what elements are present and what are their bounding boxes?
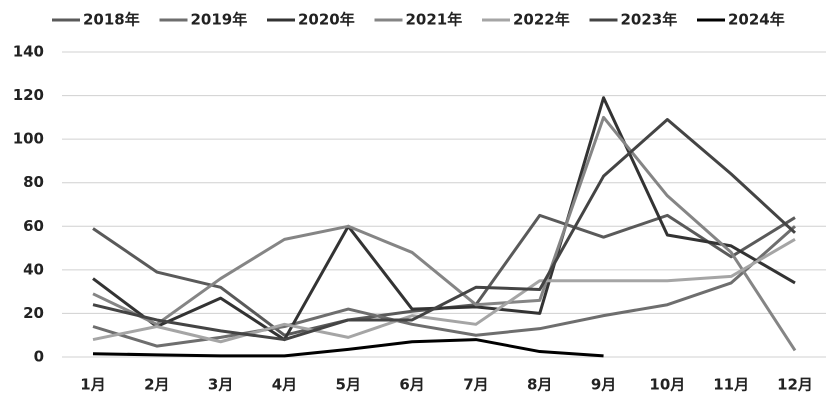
series-line bbox=[92, 213, 796, 337]
x-tick-label: 9月 bbox=[591, 376, 616, 394]
series-line bbox=[92, 118, 797, 342]
series-line bbox=[92, 96, 796, 342]
x-tick-label: 5月 bbox=[336, 376, 361, 394]
y-tick-label: 20 bbox=[23, 304, 44, 322]
x-tick-label: 6月 bbox=[399, 376, 424, 394]
y-tick-label: 40 bbox=[23, 260, 44, 278]
y-tick-label: 140 bbox=[13, 43, 44, 61]
x-tick-label: 7月 bbox=[463, 376, 488, 394]
x-tick-label: 3月 bbox=[208, 376, 233, 394]
legend-label: 2022年 bbox=[513, 11, 570, 29]
y-tick-label: 0 bbox=[34, 348, 44, 366]
x-tick-label: 2月 bbox=[144, 376, 169, 394]
legend-label: 2021年 bbox=[406, 11, 463, 29]
legend-label: 2020年 bbox=[298, 11, 355, 29]
x-tick-label: 11月 bbox=[713, 376, 749, 394]
y-tick-label: 120 bbox=[13, 86, 44, 104]
legend-label: 2019年 bbox=[191, 11, 248, 29]
series-line bbox=[92, 115, 797, 352]
legend-label: 2023年 bbox=[621, 11, 678, 29]
y-tick-label: 100 bbox=[13, 130, 44, 148]
x-tick-label: 1月 bbox=[80, 376, 105, 394]
y-tick-label: 80 bbox=[23, 173, 44, 191]
legend-label: 2018年 bbox=[83, 11, 140, 29]
x-tick-label: 12月 bbox=[777, 376, 813, 394]
series-line bbox=[92, 338, 604, 358]
y-tick-label: 60 bbox=[23, 217, 44, 235]
legend-label: 2024年 bbox=[728, 11, 785, 29]
x-tick-label: 4月 bbox=[272, 376, 297, 394]
x-tick-label: 8月 bbox=[527, 376, 552, 394]
series-line bbox=[92, 238, 796, 344]
x-tick-label: 10月 bbox=[649, 376, 685, 394]
